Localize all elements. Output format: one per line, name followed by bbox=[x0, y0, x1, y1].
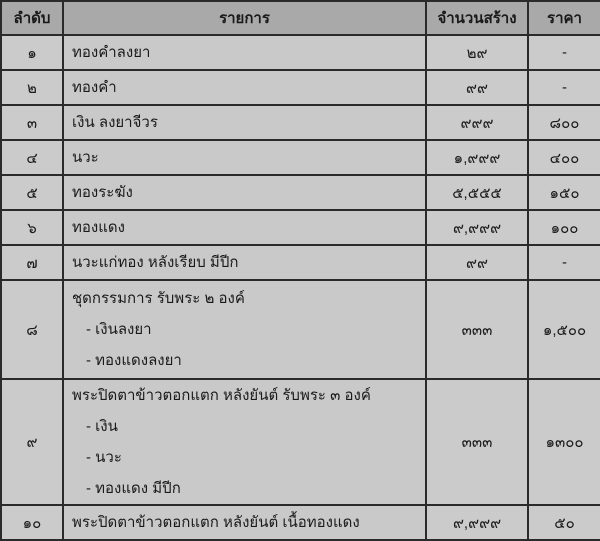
row-item: ทองระฆัง bbox=[62, 174, 427, 211]
row-item: นวะ bbox=[62, 139, 427, 176]
row-number: ๓ bbox=[0, 104, 64, 141]
row-number: ๖ bbox=[0, 209, 64, 246]
item-name: เงิน ลงยาจีวร bbox=[72, 114, 158, 131]
row-item: ทองคำลงยา bbox=[62, 34, 427, 71]
row-number: ๑๐ bbox=[0, 504, 64, 541]
sub-item: - ทองแดงลงยา bbox=[86, 352, 182, 369]
row-quantity: ๙๙ bbox=[425, 69, 529, 106]
table-row: ๓ เงิน ลงยาจีวร ๙๙๙ ๘๐๐ bbox=[0, 104, 600, 141]
sub-item: - นวะ bbox=[86, 449, 122, 466]
table-row: ๗ นวะแก่ทอง หลังเรียบ มีปีก ๙๙- bbox=[0, 244, 600, 281]
row-item: นวะแก่ทอง หลังเรียบ มีปีก bbox=[62, 244, 427, 281]
table-row: ๑ ทองคำลงยา ๒๙- bbox=[0, 34, 600, 71]
table-row: ๒ ทองคำ ๙๙- bbox=[0, 69, 600, 106]
table-row: ๕ ทองระฆัง ๕,๕๕๕ ๑๕๐ bbox=[0, 174, 600, 211]
item-name: ทองคำ bbox=[72, 79, 117, 96]
sub-item: - ทองแดง มีปีก bbox=[86, 480, 181, 497]
header-no: ลำดับ bbox=[0, 0, 64, 36]
row-price: ๕๐ bbox=[527, 504, 600, 541]
row-quantity: ๑,๙๙๙ bbox=[425, 139, 529, 176]
row-price: ๑๕๐ bbox=[527, 174, 600, 211]
row-price: - bbox=[527, 69, 600, 106]
row-item: พระปิดตาข้าวตอกแตก หลังยันต์ เนื้อทองแดง bbox=[62, 504, 427, 541]
row-price: ๑,๕๐๐ bbox=[527, 279, 600, 380]
row-item: พระปิดตาข้าวตอกแตก หลังยันต์ รับพระ ๓ อง… bbox=[62, 378, 427, 506]
item-name: ทองคำลงยา bbox=[72, 44, 151, 61]
row-number: ๕ bbox=[0, 174, 64, 211]
row-item: เงิน ลงยาจีวร bbox=[62, 104, 427, 141]
table-row: ๔ นวะ ๑,๙๙๙ ๔๐๐ bbox=[0, 139, 600, 176]
header-quantity: จำนวนสร้าง bbox=[425, 0, 529, 36]
header-row: ลำดับ รายการ จำนวนสร้าง ราคา bbox=[0, 0, 600, 36]
row-item: ทองแดง bbox=[62, 209, 427, 246]
row-number: ๗ bbox=[0, 244, 64, 281]
row-price: ๔๐๐ bbox=[527, 139, 600, 176]
table-row: ๑๐ พระปิดตาข้าวตอกแตก หลังยันต์ เนื้อทองแ… bbox=[0, 504, 600, 541]
row-price: ๑๓๐๐ bbox=[527, 378, 600, 506]
row-quantity: ๓๓๓ bbox=[425, 378, 529, 506]
row-quantity: ๙๙๙ bbox=[425, 104, 529, 141]
table-row: ๖ ทองแดง ๙,๙๙๙ ๑๐๐ bbox=[0, 209, 600, 246]
row-quantity: ๓๓๓ bbox=[425, 279, 529, 380]
row-quantity: ๙๙ bbox=[425, 244, 529, 281]
item-name: นวะแก่ทอง หลังเรียบ มีปีก bbox=[72, 254, 239, 271]
row-item: ทองคำ bbox=[62, 69, 427, 106]
row-number: ๙ bbox=[0, 378, 64, 506]
sub-item: - เงินลงยา bbox=[86, 321, 152, 338]
row-quantity: ๒๙ bbox=[425, 34, 529, 71]
row-price: ๘๐๐ bbox=[527, 104, 600, 141]
row-quantity: ๕,๕๕๕ bbox=[425, 174, 529, 211]
table-row: ๙ พระปิดตาข้าวตอกแตก หลังยันต์ รับพระ ๓ อ… bbox=[0, 378, 600, 506]
row-price: ๑๐๐ bbox=[527, 209, 600, 246]
row-quantity: ๙,๙๙๙ bbox=[425, 504, 529, 541]
row-price: - bbox=[527, 244, 600, 281]
sub-item: - เงิน bbox=[86, 418, 118, 435]
row-item: ชุดกรรมการ รับพระ ๒ องค์ - เงินลงยา - ทองแ… bbox=[62, 279, 427, 380]
row-number: ๑ bbox=[0, 34, 64, 71]
row-number: ๘ bbox=[0, 279, 64, 380]
item-name: ทองแดง bbox=[72, 219, 125, 236]
item-name: พระปิดตาข้าวตอกแตก หลังยันต์ เนื้อทองแดง bbox=[72, 514, 360, 531]
row-quantity: ๙,๙๙๙ bbox=[425, 209, 529, 246]
item-name: นวะ bbox=[72, 149, 99, 166]
item-name: พระปิดตาข้าวตอกแตก หลังยันต์ รับพระ ๓ อง… bbox=[72, 387, 371, 404]
row-number: ๔ bbox=[0, 139, 64, 176]
header-item: รายการ bbox=[62, 0, 427, 36]
item-name: ทองระฆัง bbox=[72, 184, 133, 201]
row-price: - bbox=[527, 34, 600, 71]
row-number: ๒ bbox=[0, 69, 64, 106]
table-row: ๘ ชุดกรรมการ รับพระ ๒ องค์ - เงินลงยา - ทอง… bbox=[0, 279, 600, 380]
item-name: ชุดกรรมการ รับพระ ๒ องค์ bbox=[72, 290, 245, 307]
header-price: ราคา bbox=[527, 0, 600, 36]
